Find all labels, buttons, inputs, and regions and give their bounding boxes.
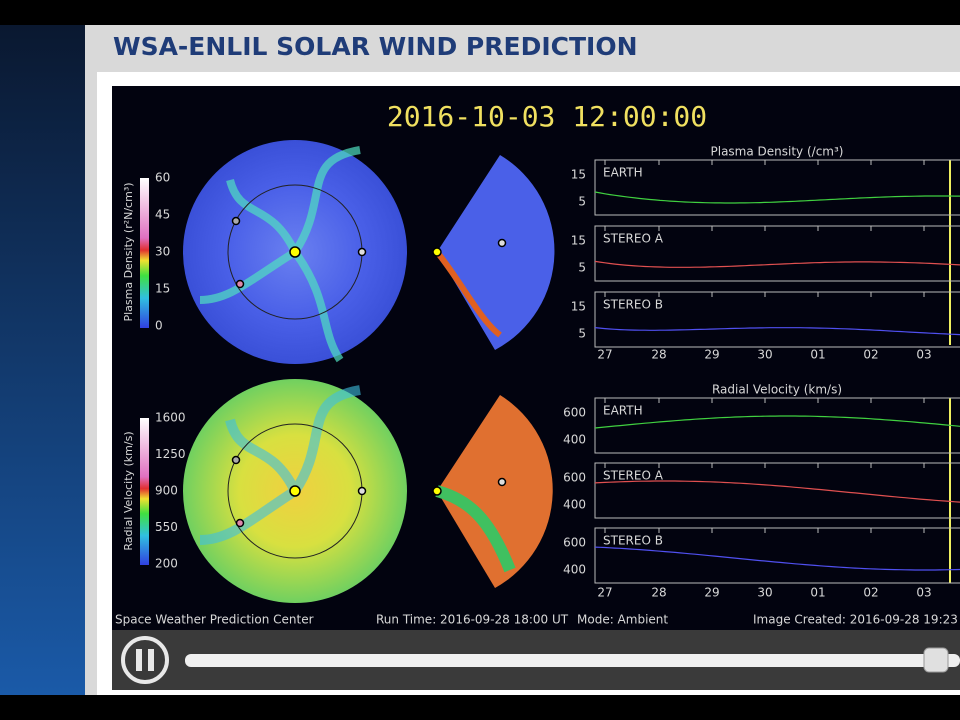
subplot-frame (594, 291, 960, 348)
footer-center: Space Weather Prediction Center (115, 613, 314, 627)
page-title: WSA-ENLIL SOLAR WIND PREDICTION (113, 32, 638, 61)
trace (594, 415, 960, 429)
y-tick-label: 600 (563, 406, 586, 420)
x-tick-label: 27 (597, 348, 612, 362)
x-tick-label: 29 (704, 586, 719, 600)
y-tick-label: 5 (578, 327, 586, 341)
panel-title: Radial Velocity (km/s) (712, 383, 842, 397)
subplot-frame (594, 527, 960, 584)
colorbar-tick: 900 (155, 484, 178, 498)
timestamp: 2016-10-03 12:00:00 (387, 100, 707, 133)
colorbar-tick: 30 (155, 245, 170, 259)
subplot-label: STEREO A (603, 232, 664, 246)
colorbar-label: Plasma Density (r²N/cm³) (122, 182, 135, 321)
y-tick-label: 15 (571, 234, 586, 248)
subplot-label: EARTH (603, 166, 643, 180)
footer-run-time: Run Time: 2016-09-28 18:00 UT (376, 613, 569, 627)
x-tick-label: 02 (863, 586, 878, 600)
trace (594, 260, 960, 268)
spacecraft (231, 216, 507, 528)
y-tick-label: 15 (571, 168, 586, 182)
colorbar-tick: 45 (155, 208, 170, 222)
x-tick-label: 03 (916, 586, 931, 600)
colorbar (140, 178, 149, 328)
x-tick-label: 28 (651, 348, 666, 362)
subplot-label: EARTH (603, 404, 643, 418)
side-panel (0, 25, 85, 695)
x-tick-label: 01 (810, 348, 825, 362)
trace (594, 546, 960, 571)
x-tick-label: 30 (757, 348, 772, 362)
subplot-label: STEREO B (603, 298, 663, 312)
velocity-wedge (437, 395, 553, 588)
colorbar-tick: 60 (155, 171, 170, 185)
x-tick-label: 01 (810, 586, 825, 600)
y-tick-label: 5 (578, 261, 586, 275)
x-tick-label: 29 (704, 348, 719, 362)
density-wedge (437, 155, 555, 350)
subplot-frame (594, 159, 960, 216)
x-tick-label: 28 (651, 586, 666, 600)
colorbar-tick: 1250 (155, 447, 186, 461)
subplot-label: STEREO A (603, 469, 664, 483)
colorbar-tick: 15 (155, 282, 170, 296)
subplot-frame (594, 462, 960, 519)
panel-title: Plasma Density (/cm³) (711, 145, 844, 159)
colorbar-tick: 1600 (155, 411, 186, 425)
trace (594, 327, 960, 336)
colorbar-tick: 0 (155, 319, 163, 333)
y-tick-label: 600 (563, 536, 586, 550)
y-tick-label: 400 (563, 433, 586, 447)
colorbar-label: Radial Velocity (km/s) (122, 431, 135, 550)
progress-slider[interactable] (185, 654, 960, 667)
colorbar (140, 418, 149, 565)
colorbar-tick: 550 (155, 520, 178, 534)
spiral (434, 250, 502, 338)
x-tick-label: 27 (597, 586, 612, 600)
subplot-frame (594, 225, 960, 282)
y-tick-label: 5 (578, 195, 586, 209)
pause-button[interactable] (121, 636, 169, 684)
footer-mode: Mode: Ambient (577, 613, 668, 627)
slider-knob[interactable] (923, 647, 949, 673)
trace (594, 191, 960, 204)
x-tick-label: 02 (863, 348, 878, 362)
trace (594, 480, 960, 503)
y-tick-label: 400 (563, 498, 586, 512)
subplot-frame (594, 397, 960, 454)
y-tick-label: 400 (563, 563, 586, 577)
x-tick-label: 03 (916, 348, 931, 362)
subplot-label: STEREO B (603, 534, 663, 548)
y-tick-label: 600 (563, 471, 586, 485)
y-tick-label: 15 (571, 300, 586, 314)
x-tick-label: 30 (757, 586, 772, 600)
spiral (435, 485, 516, 573)
footer-image-created: Image Created: 2016-09-28 19:23 (753, 613, 958, 627)
colorbar-tick: 200 (155, 557, 178, 571)
